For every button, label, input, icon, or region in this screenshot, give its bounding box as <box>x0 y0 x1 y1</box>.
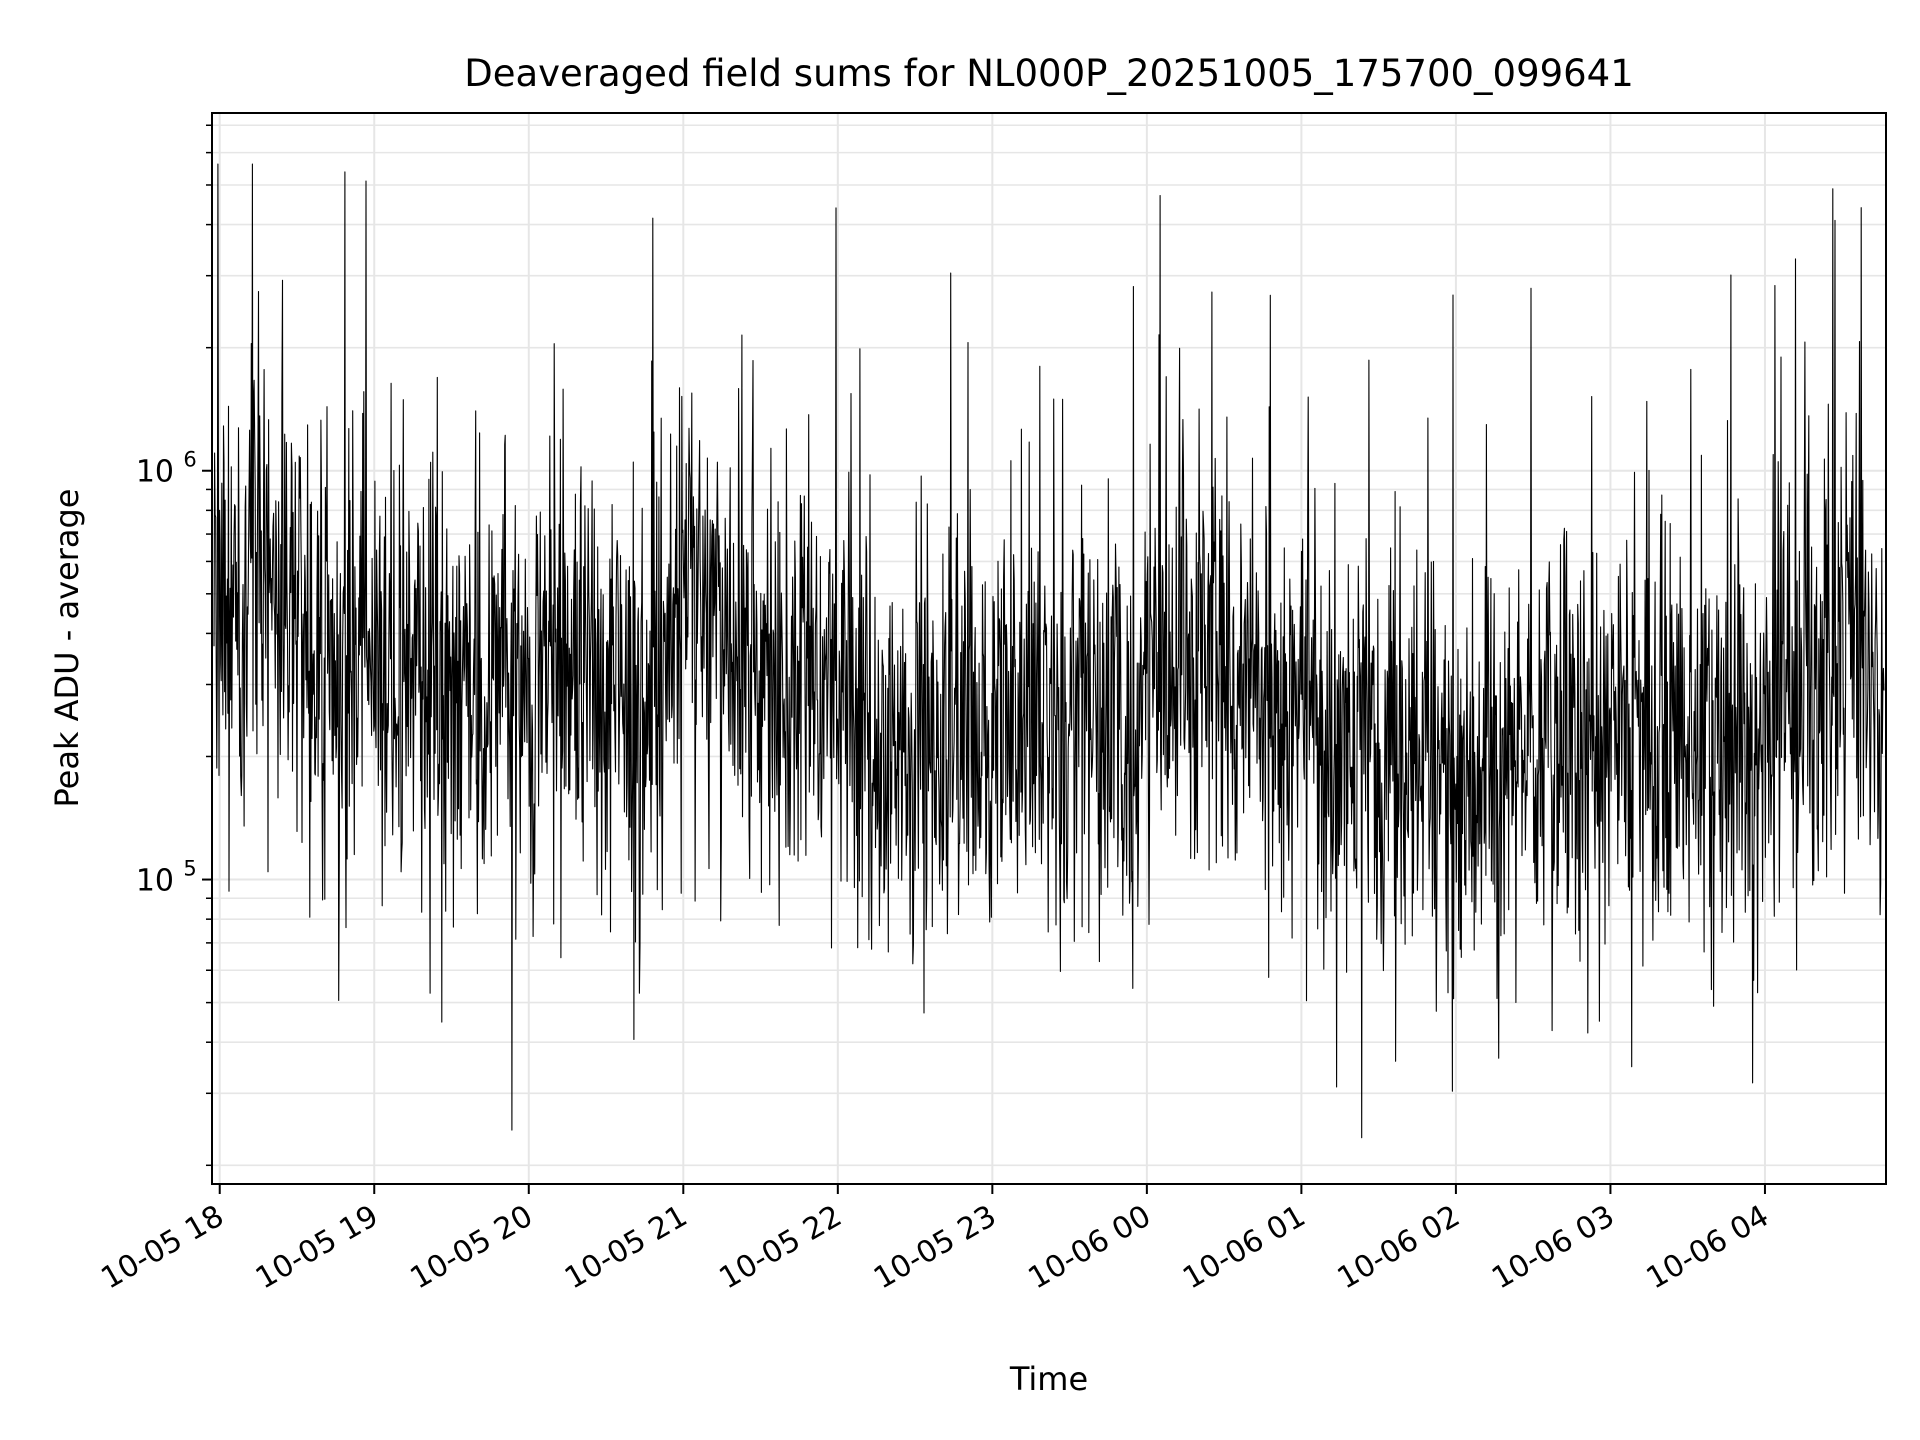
series-line <box>213 163 1885 1139</box>
chart-title: Deaveraged field sums for NL000P_2025100… <box>464 52 1634 95</box>
series-layer <box>213 163 1885 1139</box>
y-axis: 10 5 10 6 <box>136 124 212 1167</box>
y-axis-label: Peak ADU - average <box>48 489 86 808</box>
y-tick-label-exponent: 5 <box>183 857 196 881</box>
plot-frame <box>211 112 1887 1185</box>
y-tick-label: 10 <box>136 455 174 490</box>
y-tick-label-exponent: 6 <box>183 448 196 472</box>
y-tick-label: 10 <box>136 864 174 899</box>
x-axis-label: Time <box>1009 1360 1088 1398</box>
